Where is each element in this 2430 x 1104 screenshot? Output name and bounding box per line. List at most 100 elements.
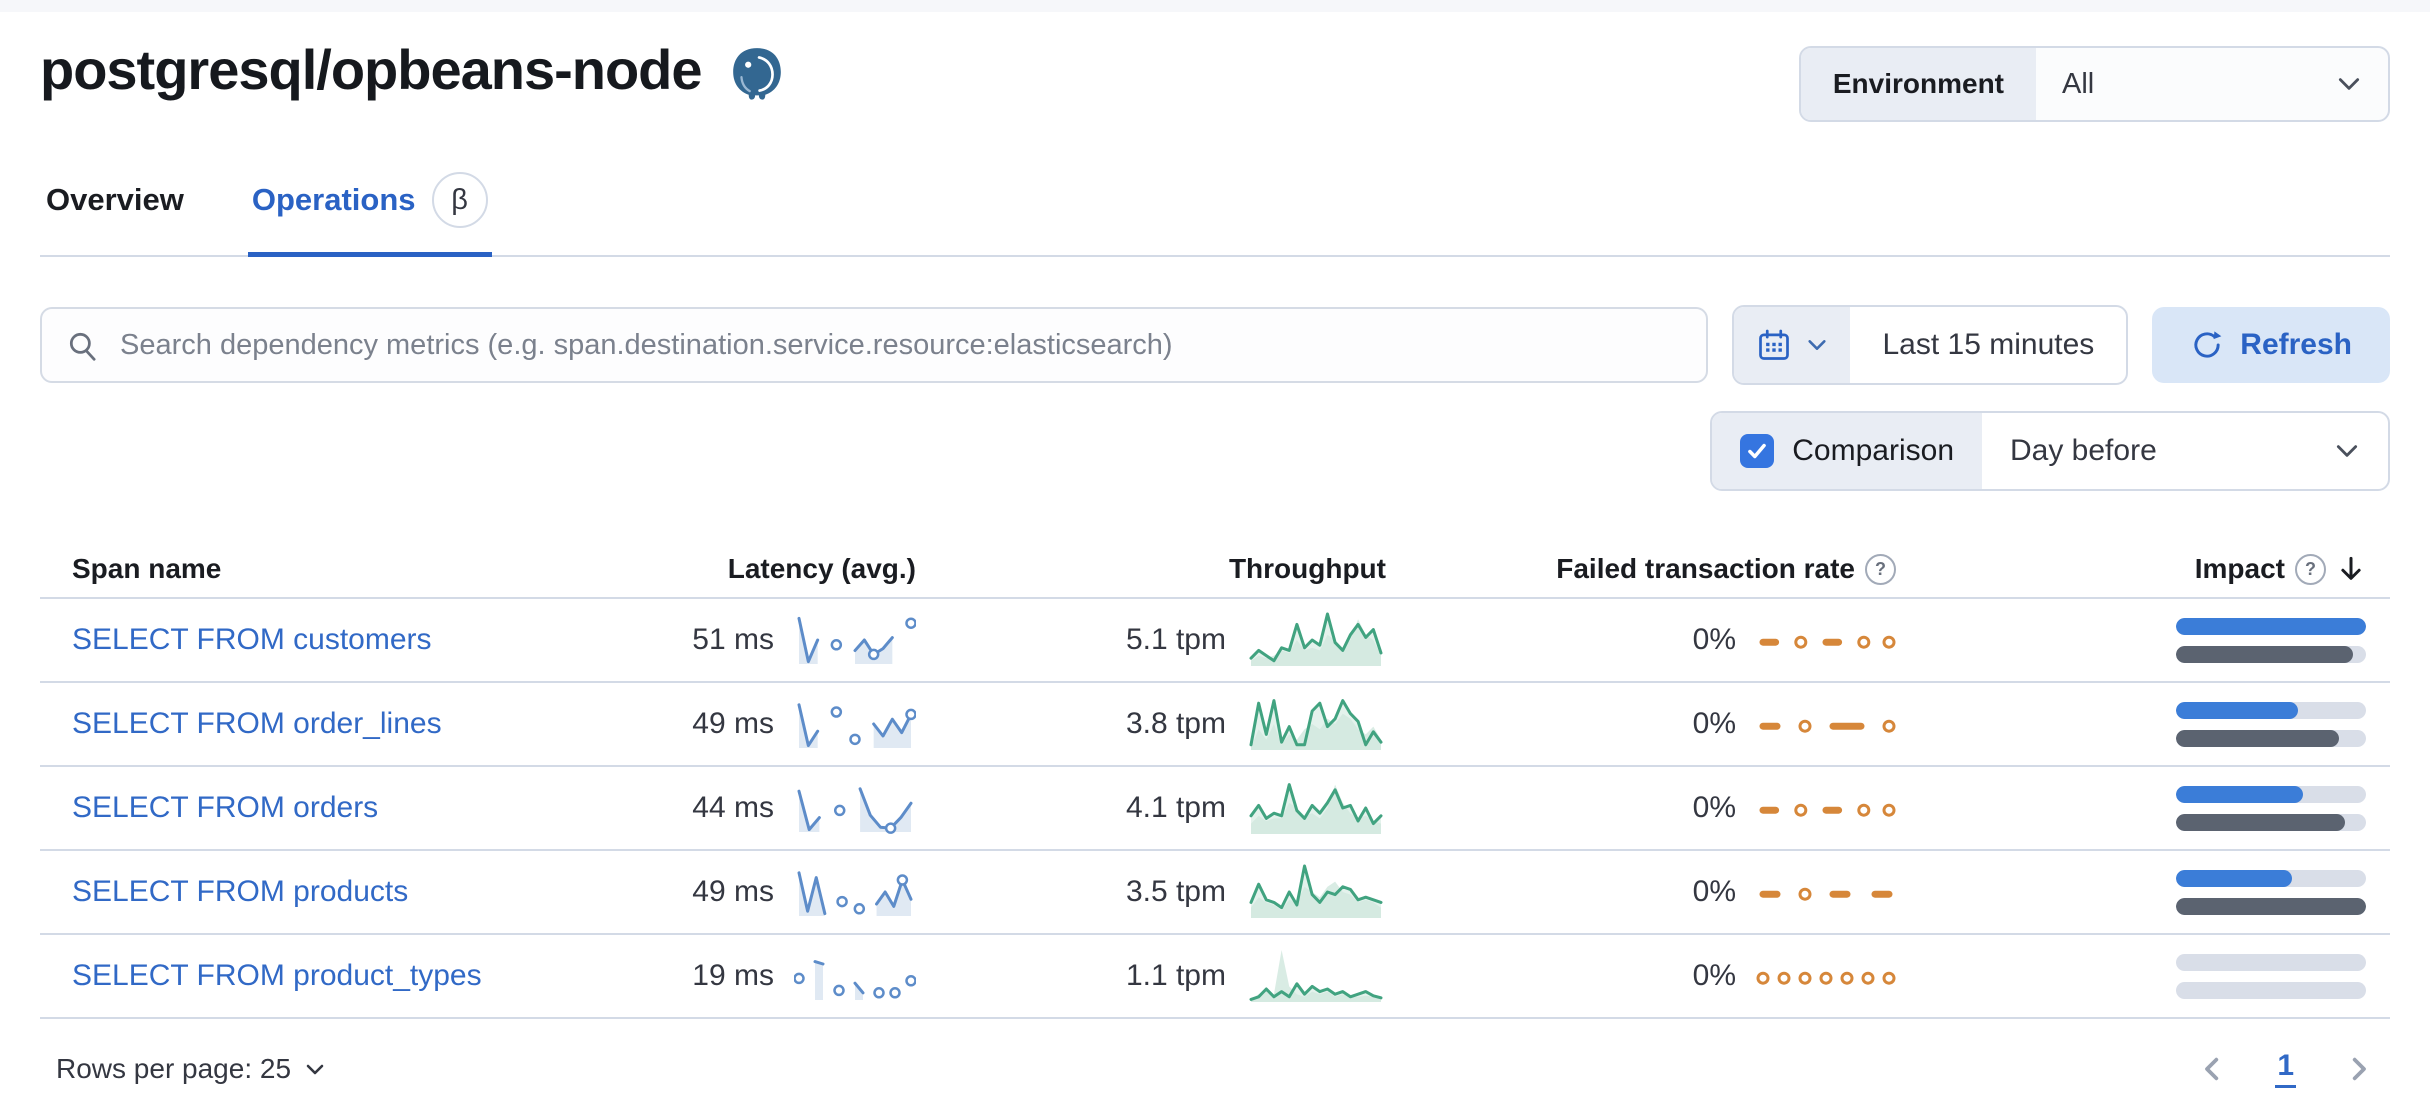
throughput-value: 3.8 tpm — [1125, 707, 1226, 740]
latency-sparkline — [797, 616, 916, 664]
impact-previous-track — [2176, 729, 2366, 747]
comparison-checkbox[interactable] — [1740, 434, 1775, 468]
span-name-cell: SELECT FROM products — [72, 875, 486, 909]
time-range-button[interactable]: Last 15 minutes — [1882, 328, 2095, 361]
throughput-sparkline — [1249, 612, 1383, 666]
span-name-link[interactable]: SELECT FROM product_types — [72, 959, 482, 992]
impact-current-bar — [2176, 617, 2366, 635]
throughput-value: 3.5 tpm — [1125, 875, 1226, 908]
page-number[interactable]: 1 — [2275, 1049, 2296, 1088]
latency-sparkline — [794, 960, 916, 1000]
span-name-cell: SELECT FROM customers — [72, 623, 486, 657]
comparison-select[interactable]: Day before — [1982, 413, 2388, 489]
help-icon[interactable]: ? — [1865, 553, 1896, 585]
tab-overview[interactable]: Overview — [42, 168, 188, 257]
previous-page-button[interactable] — [2197, 1053, 2229, 1085]
refresh-button[interactable]: Refresh — [2152, 307, 2390, 383]
tab-overview-label: Overview — [46, 182, 184, 217]
date-quick-select-button[interactable] — [1734, 307, 1851, 383]
column-header-latency[interactable]: Latency (avg.) — [727, 553, 916, 584]
failed-rate-cell: 0% — [1693, 954, 1896, 998]
throughput-cell: 3.8 tpm — [1126, 693, 1386, 755]
span-name-cell: SELECT FROM order_lines — [72, 707, 486, 741]
column-header-failed-rate[interactable]: Failed transaction rate ? — [1556, 553, 1896, 585]
chevron-down-icon — [306, 1064, 324, 1074]
comparison-control: Comparison Day before — [1710, 411, 2390, 491]
span-name-link[interactable]: SELECT FROM orders — [72, 791, 379, 824]
impact-previous-bar — [2176, 897, 2366, 915]
latency-sparkline — [797, 787, 913, 834]
throughput-cell: 4.1 tpm — [1126, 777, 1386, 839]
throughput-value: 5.1 tpm — [1125, 623, 1226, 656]
comparison-selected-value: Day before — [2010, 434, 2157, 467]
throughput-value: 4.1 tpm — [1125, 791, 1226, 824]
impact-current-track — [2176, 953, 2366, 971]
calendar-icon — [1759, 329, 1790, 360]
failed-rate-sparkline — [1759, 887, 1893, 901]
failed-rate-value: 0% — [1692, 791, 1736, 824]
span-name-cell: SELECT FROM product_types — [72, 959, 486, 993]
toolbar: Last 15 minutes Refresh — [40, 305, 2390, 385]
throughput-cell: 1.1 tpm — [1126, 945, 1386, 1007]
column-header-span-name[interactable]: Span name — [72, 553, 222, 584]
next-page-button[interactable] — [2342, 1053, 2374, 1085]
span-name-cell: SELECT FROM orders — [72, 791, 486, 825]
environment-value[interactable]: All — [2036, 48, 2388, 120]
table-header-row: Span name Latency (avg.) Throughput Fail… — [40, 541, 2390, 599]
table-row: SELECT FROM orders 44 ms 4.1 tpm 0% — [40, 767, 2390, 851]
date-picker: Last 15 minutes — [1732, 305, 2129, 385]
failed-rate-sparkline — [1759, 635, 1896, 649]
table-row: SELECT FROM products 49 ms 3.5 tpm 0% — [40, 851, 2390, 935]
sort-descending-icon[interactable] — [2336, 554, 2366, 584]
help-icon[interactable]: ? — [2295, 553, 2326, 585]
failed-rate-cell: 0% — [1693, 870, 1896, 914]
latency-value: 19 ms — [692, 959, 774, 992]
column-header-throughput[interactable]: Throughput — [1228, 553, 1386, 584]
span-name-link[interactable]: SELECT FROM customers — [72, 623, 432, 656]
failed-rate-value: 0% — [1692, 875, 1736, 908]
window-top-strip — [0, 0, 2430, 12]
throughput-cell: 3.5 tpm — [1126, 861, 1386, 923]
search-input[interactable] — [40, 307, 1709, 383]
beta-badge: β — [431, 172, 488, 228]
impact-current-track — [2176, 785, 2366, 803]
throughput-sparkline — [1249, 783, 1383, 834]
operations-table: Span name Latency (avg.) Throughput Fail… — [40, 541, 2390, 1019]
impact-current-track — [2176, 701, 2366, 719]
rows-per-page-button[interactable]: Rows per page: 25 — [56, 1053, 327, 1085]
impact-current-track — [2176, 617, 2366, 635]
environment-select[interactable]: Environment All — [1798, 46, 2390, 122]
impact-cell — [2176, 617, 2366, 663]
throughput-sparkline — [1249, 950, 1383, 1002]
comparison-label: Comparison — [1792, 434, 1954, 467]
span-name-link[interactable]: SELECT FROM products — [72, 875, 409, 908]
throughput-sparkline — [1249, 864, 1383, 918]
chevron-left-icon — [2205, 1057, 2219, 1080]
span-name-link[interactable]: SELECT FROM order_lines — [72, 707, 442, 740]
refresh-label: Refresh — [2240, 328, 2352, 361]
comparison-toggle[interactable]: Comparison — [1712, 413, 1982, 489]
latency-cell: 49 ms — [692, 695, 916, 753]
check-icon — [1748, 443, 1767, 459]
impact-current-bar — [2176, 785, 2304, 803]
table-row: SELECT FROM order_lines 49 ms 3.8 tpm 0% — [40, 683, 2390, 767]
tab-operations[interactable]: Operations β — [247, 168, 492, 257]
latency-cell: 19 ms — [692, 947, 916, 1005]
failed-rate-sparkline — [1759, 719, 1896, 733]
table-row: SELECT FROM product_types 19 ms 1.1 tpm … — [40, 935, 2390, 1019]
impact-previous-track — [2176, 645, 2366, 663]
environment-selected-value: All — [2062, 67, 2095, 100]
latency-value: 49 ms — [692, 875, 774, 908]
failed-rate-value: 0% — [1692, 707, 1736, 740]
latency-cell: 44 ms — [692, 779, 916, 837]
latency-cell: 49 ms — [692, 863, 916, 921]
column-header-impact[interactable]: Impact ? — [2195, 553, 2366, 585]
chevron-down-icon — [1808, 340, 1827, 350]
throughput-value: 1.1 tpm — [1125, 959, 1226, 992]
impact-previous-track — [2176, 981, 2366, 999]
impact-header-label: Impact — [2194, 553, 2285, 584]
page-title: postgresql/opbeans-node — [40, 38, 702, 102]
throughput-cell: 5.1 tpm — [1126, 609, 1386, 671]
latency-sparkline — [797, 703, 916, 748]
tab-operations-label: Operations — [251, 182, 416, 217]
